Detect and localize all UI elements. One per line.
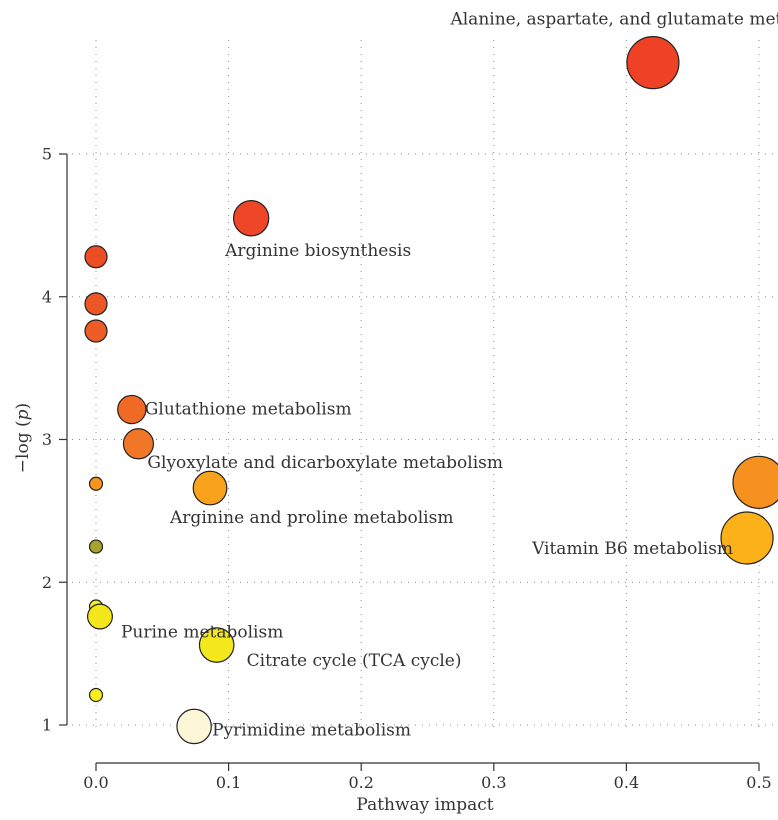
y-tick-label: 1 [42, 716, 52, 735]
y-axis-title-prefix: −log ( [13, 420, 33, 473]
data-point [84, 245, 108, 269]
data-point [198, 627, 235, 663]
y-tick-label: 4 [42, 287, 52, 306]
data-point [117, 394, 147, 425]
point-label: Alanine, aspartate, and glutamate metabo… [449, 10, 778, 30]
x-tick-label: 0.1 [216, 773, 241, 792]
y-tick-label: 2 [42, 573, 52, 592]
data-point [626, 36, 680, 90]
point-label: Vitamin B6 metabolism [531, 539, 733, 559]
data-point [86, 603, 113, 630]
data-point [84, 292, 108, 316]
x-tick-label: 0.3 [481, 773, 506, 792]
data-point [176, 708, 212, 745]
y-tick-label: 5 [42, 145, 52, 164]
data-point [732, 455, 778, 509]
data-point [122, 428, 155, 460]
point-label: Arginine and proline metabolism [169, 508, 453, 528]
data-point [192, 470, 228, 506]
point-label: Glyoxylate and dicarboxylate metabolism [147, 453, 503, 473]
x-tick-label: 0.5 [746, 773, 771, 792]
tick-labels: 0.0 0.1 0.2 0.3 0.4 0.5 1 2 3 4 5 [42, 145, 772, 793]
point-label: Glutathione metabolism [145, 400, 352, 420]
data-point [88, 687, 104, 703]
data-point [88, 539, 104, 554]
data-point [232, 200, 270, 237]
x-tick-label: 0.2 [348, 773, 373, 792]
x-axis-title: Pathway impact [356, 795, 493, 815]
data-points [84, 36, 778, 745]
point-label: Arginine biosynthesis [224, 241, 411, 261]
x-tick-label: 0.0 [83, 773, 108, 792]
y-tick-label: 3 [42, 430, 52, 449]
data-point [720, 511, 774, 565]
y-axis-title-variable: p [13, 409, 33, 420]
data-point [84, 319, 108, 343]
point-labels: Alanine, aspartate, and glutamate metabo… [121, 10, 778, 741]
data-point [88, 476, 104, 491]
y-axis-title-suffix: ) [13, 403, 33, 410]
point-label: Citrate cycle (TCA cycle) [247, 651, 462, 671]
point-label: Purine metabolism [121, 623, 283, 643]
y-axis-title: −log (p) [13, 403, 33, 473]
point-label: Pyrimidine metabolism [212, 720, 411, 740]
x-tick-label: 0.4 [614, 773, 639, 792]
axes [59, 153, 760, 771]
